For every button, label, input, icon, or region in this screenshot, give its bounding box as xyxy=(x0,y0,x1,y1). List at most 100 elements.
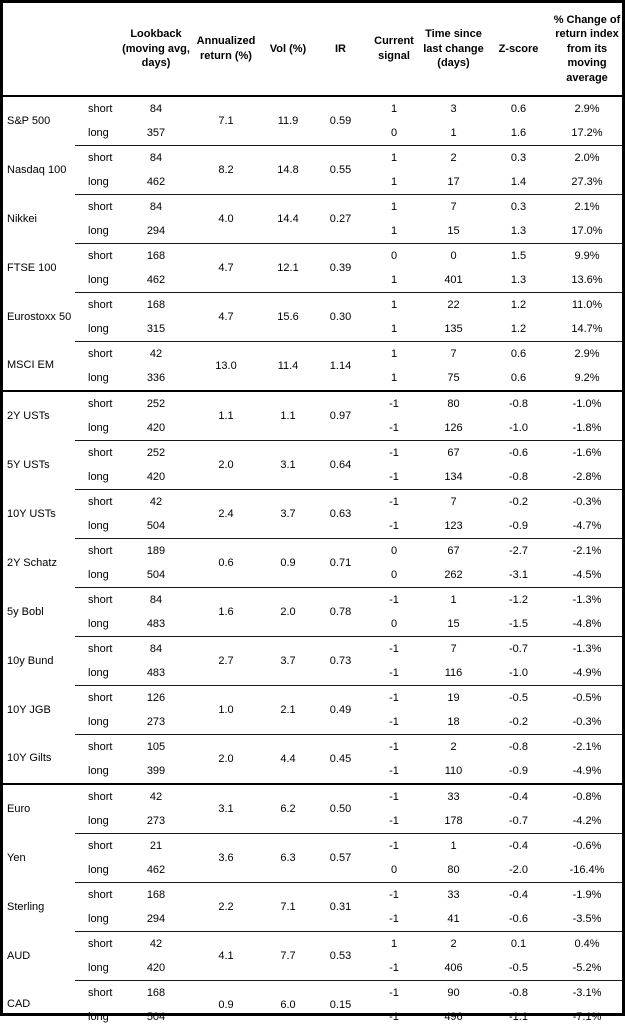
vol-value: 3.1 xyxy=(261,441,315,490)
time-since-value: 67 xyxy=(422,539,485,564)
position-label: long xyxy=(75,366,121,391)
lookback-value: 252 xyxy=(121,441,191,466)
ir-value: 0.55 xyxy=(315,146,366,195)
vol-value: 11.9 xyxy=(261,96,315,146)
z-score-value: -0.5 xyxy=(485,956,552,981)
asset-name: 5Y USTs xyxy=(3,441,75,490)
current-signal-value: 1 xyxy=(366,268,422,293)
ann-return-value: 3.6 xyxy=(191,834,261,883)
ann-return-value: 4.0 xyxy=(191,195,261,244)
pct-change-value: -7.1% xyxy=(552,1005,622,1029)
ir-value: 0.64 xyxy=(315,441,366,490)
lookback-value: 252 xyxy=(121,391,191,416)
lookback-value: 420 xyxy=(121,416,191,441)
position-label: long xyxy=(75,465,121,490)
time-since-value: 1 xyxy=(422,121,485,146)
header-vol: Vol (%) xyxy=(261,3,315,96)
lookback-value: 42 xyxy=(121,784,191,809)
pct-change-value: -0.8% xyxy=(552,784,622,809)
vol-value: 0.9 xyxy=(261,539,315,588)
current-signal-value: 0 xyxy=(366,563,422,588)
asset-name: S&P 500 xyxy=(3,96,75,146)
lookback-value: 126 xyxy=(121,686,191,711)
ann-return-value: 1.1 xyxy=(191,391,261,441)
time-since-value: 17 xyxy=(422,170,485,195)
lookback-value: 462 xyxy=(121,858,191,883)
lookback-value: 273 xyxy=(121,809,191,834)
ir-value: 0.53 xyxy=(315,932,366,981)
lookback-value: 168 xyxy=(121,244,191,269)
current-signal-value: -1 xyxy=(366,588,422,613)
z-score-value: -0.4 xyxy=(485,784,552,809)
time-since-value: 135 xyxy=(422,317,485,342)
current-signal-value: -1 xyxy=(366,834,422,859)
lookback-value: 504 xyxy=(121,1005,191,1029)
pct-change-value: 9.9% xyxy=(552,244,622,269)
pct-change-value: 2.9% xyxy=(552,342,622,367)
z-score-value: -0.9 xyxy=(485,759,552,784)
header-asset xyxy=(3,3,75,96)
position-label: long xyxy=(75,858,121,883)
z-score-value: 1.2 xyxy=(485,293,552,318)
z-score-value: -1.0 xyxy=(485,416,552,441)
position-label: long xyxy=(75,317,121,342)
position-label: long xyxy=(75,956,121,981)
lookback-value: 420 xyxy=(121,465,191,490)
lookback-value: 336 xyxy=(121,366,191,391)
pct-change-value: -1.6% xyxy=(552,441,622,466)
lookback-value: 21 xyxy=(121,834,191,859)
time-since-value: 110 xyxy=(422,759,485,784)
pct-change-value: -4.7% xyxy=(552,514,622,539)
ann-return-value: 0.9 xyxy=(191,981,261,1029)
z-score-value: -0.8 xyxy=(485,465,552,490)
position-label: short xyxy=(75,883,121,908)
current-signal-value: -1 xyxy=(366,907,422,932)
pct-change-value: -1.3% xyxy=(552,637,622,662)
position-label: long xyxy=(75,809,121,834)
current-signal-value: 1 xyxy=(366,317,422,342)
ann-return-value: 0.6 xyxy=(191,539,261,588)
time-since-value: 33 xyxy=(422,883,485,908)
ann-return-value: 13.0 xyxy=(191,342,261,392)
time-since-value: 134 xyxy=(422,465,485,490)
current-signal-value: -1 xyxy=(366,883,422,908)
pct-change-value: 17.0% xyxy=(552,219,622,244)
time-since-value: 7 xyxy=(422,342,485,367)
asset-name: MSCI EM xyxy=(3,342,75,392)
current-signal-value: -1 xyxy=(366,416,422,441)
pct-change-value: -2.1% xyxy=(552,539,622,564)
pct-change-value: -4.8% xyxy=(552,612,622,637)
momentum-signal-table: Lookback (moving avg, days) Annualized r… xyxy=(3,3,622,1029)
position-label: short xyxy=(75,784,121,809)
z-score-value: 1.6 xyxy=(485,121,552,146)
current-signal-value: 1 xyxy=(366,342,422,367)
z-score-value: -0.4 xyxy=(485,883,552,908)
z-score-value: -0.6 xyxy=(485,441,552,466)
ir-value: 0.39 xyxy=(315,244,366,293)
z-score-value: -0.2 xyxy=(485,710,552,735)
time-since-value: 75 xyxy=(422,366,485,391)
time-since-value: 3 xyxy=(422,96,485,121)
lookback-value: 294 xyxy=(121,907,191,932)
pct-change-value: -0.3% xyxy=(552,490,622,515)
lookback-value: 399 xyxy=(121,759,191,784)
pct-change-value: -4.9% xyxy=(552,661,622,686)
lookback-value: 315 xyxy=(121,317,191,342)
z-score-value: -2.7 xyxy=(485,539,552,564)
z-score-value: 0.1 xyxy=(485,932,552,957)
pct-change-value: -2.1% xyxy=(552,735,622,760)
current-signal-value: 1 xyxy=(366,366,422,391)
vol-value: 6.2 xyxy=(261,784,315,834)
current-signal-value: -1 xyxy=(366,981,422,1006)
time-since-value: 2 xyxy=(422,146,485,171)
time-since-value: 126 xyxy=(422,416,485,441)
asset-name: 2Y Schatz xyxy=(3,539,75,588)
vol-value: 6.0 xyxy=(261,981,315,1029)
